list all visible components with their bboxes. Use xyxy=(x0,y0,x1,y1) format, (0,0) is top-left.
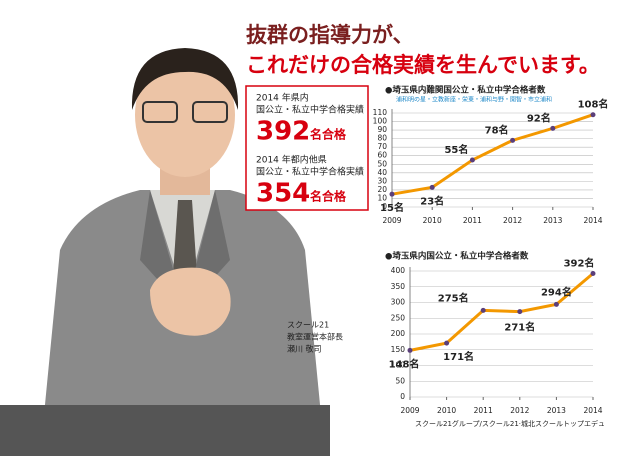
data-label: 15名 xyxy=(380,201,404,214)
x-tick-label: 2009 xyxy=(400,406,419,415)
data-label: 392名 xyxy=(564,257,595,270)
y-tick-label: 40 xyxy=(377,168,387,177)
y-tick-label: 200 xyxy=(391,329,406,338)
x-tick-label: 2012 xyxy=(503,216,522,225)
caption: スクール21 xyxy=(287,321,329,330)
data-label: 171名 xyxy=(443,350,474,363)
y-tick-label: 20 xyxy=(377,185,387,194)
y-tick-label: 100 xyxy=(373,117,388,126)
x-tick-label: 2010 xyxy=(437,406,456,415)
x-tick-label: 2011 xyxy=(463,216,482,225)
data-label: 271名 xyxy=(504,321,535,334)
data-label: 92名 xyxy=(527,111,551,124)
marker xyxy=(429,184,435,190)
y-tick-label: 50 xyxy=(377,159,387,168)
y-tick-label: 300 xyxy=(391,298,406,307)
y-tick-label: 0 xyxy=(400,392,405,401)
stat-label: 2014 年都内他県 xyxy=(256,154,327,166)
marker xyxy=(553,301,559,307)
marker xyxy=(469,157,475,163)
chart-title: ●埼玉県内国公立・私立中学合格者数 xyxy=(385,251,529,262)
y-tick-label: 90 xyxy=(377,125,387,134)
stat-number: 354 xyxy=(256,179,310,209)
stat-unit: 名合格 xyxy=(310,189,347,204)
footer: スクール21グループ/スクール21·城北スクールトップエデュ xyxy=(415,419,605,428)
data-label: 275名 xyxy=(438,291,469,304)
marker xyxy=(444,340,450,346)
y-tick-label: 400 xyxy=(391,266,406,275)
headline: 抜群の指導力が、 xyxy=(246,23,414,47)
y-tick-label: 0 xyxy=(382,202,387,211)
data-label: 294名 xyxy=(541,285,572,298)
y-tick-label: 30 xyxy=(377,176,387,185)
line xyxy=(409,272,594,352)
stat-number: 392 xyxy=(256,117,310,147)
y-tick-label: 100 xyxy=(391,361,406,370)
data-label: 55名 xyxy=(444,143,468,156)
y-tick-label: 150 xyxy=(391,345,406,354)
data-label: 148名 xyxy=(389,357,420,370)
data-label: 23名 xyxy=(420,194,444,207)
data-label: 78名 xyxy=(485,123,509,136)
chart-subtitle: 浦和明の星・立教新座・栄東・浦和与野・開智・市立浦和 xyxy=(396,96,552,104)
stats-box xyxy=(245,85,369,211)
y-tick-label: 70 xyxy=(377,142,387,151)
x-tick-label: 2014 xyxy=(583,216,602,225)
y-tick-label: 10 xyxy=(377,193,387,202)
x-tick-label: 2011 xyxy=(474,406,493,415)
y-tick-label: 250 xyxy=(391,313,406,322)
stat-unit: 名合格 xyxy=(310,127,347,142)
x-tick-label: 2013 xyxy=(547,406,566,415)
y-tick-label: 110 xyxy=(373,108,388,117)
marker xyxy=(550,125,556,131)
stat-label: 国公立・私立中学合格実績 xyxy=(256,166,364,178)
y-tick-label: 350 xyxy=(391,282,406,291)
line xyxy=(391,113,594,196)
caption: 教室運営本部長 xyxy=(287,332,343,342)
x-tick-label: 2014 xyxy=(583,406,602,415)
stat-label: 国公立・私立中学合格実績 xyxy=(256,104,364,116)
y-tick-label: 60 xyxy=(377,151,387,160)
marker xyxy=(480,307,486,313)
chart-title: ●埼玉県内難関国公立・私立中学合格者数 xyxy=(385,85,546,96)
marker xyxy=(510,137,516,143)
marker xyxy=(590,112,596,118)
marker xyxy=(389,191,395,197)
x-tick-label: 2012 xyxy=(510,406,529,415)
x-tick-label: 2013 xyxy=(543,216,562,225)
x-tick-label: 2010 xyxy=(423,216,442,225)
caption: 瀬川 敬司 xyxy=(287,344,322,354)
marker xyxy=(517,309,523,315)
y-tick-label: 80 xyxy=(377,134,387,143)
marker xyxy=(407,347,413,353)
headline: これだけの合格実績を生んでいます。 xyxy=(246,53,600,77)
data-label: 108名 xyxy=(578,98,609,111)
x-tick-label: 2009 xyxy=(382,216,401,225)
stat-label: 2014 年県内 xyxy=(256,92,309,104)
marker xyxy=(590,271,596,277)
y-tick-label: 50 xyxy=(395,376,405,385)
